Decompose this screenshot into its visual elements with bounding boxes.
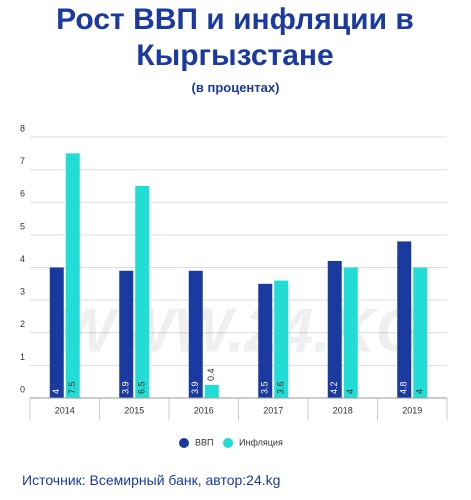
value-label: 3.5: [260, 381, 270, 394]
value-label: 6.5: [137, 381, 147, 394]
value-label: 3.9: [190, 381, 200, 394]
bar: [274, 280, 289, 398]
legend-label: ВВП: [195, 437, 213, 447]
y-tick-label: 1: [20, 352, 25, 362]
chart-subtitle: (в процентах): [191, 80, 280, 95]
y-tick-label: 7: [20, 156, 25, 166]
bar: [397, 241, 412, 398]
value-label: 4: [415, 389, 425, 394]
y-tick-label: 2: [20, 319, 25, 329]
bar: [258, 283, 273, 398]
bar: [327, 260, 342, 398]
value-label: 4: [345, 389, 355, 394]
value-label: 4.8: [399, 381, 409, 394]
source-note: Источник: Всемирный банк, автор:24.kg: [22, 472, 281, 488]
legend-label: Инфляция: [239, 437, 283, 447]
value-label: 0.4: [206, 368, 216, 381]
x-tick-label: 2014: [55, 405, 75, 415]
y-tick-label: 6: [20, 189, 25, 199]
x-tick-label: 2015: [124, 405, 144, 415]
bar: [49, 267, 64, 398]
y-tick-label: 3: [20, 287, 25, 297]
bar: [65, 153, 80, 398]
value-label: 7.5: [67, 381, 77, 394]
x-tick-label: 2019: [402, 405, 422, 415]
bar: [119, 270, 134, 398]
bar: [188, 270, 203, 398]
x-tick-label: 2018: [333, 405, 353, 415]
bar: [413, 267, 428, 398]
y-tick-label: 0: [20, 384, 25, 394]
value-label: 4: [51, 389, 61, 394]
y-tick-label: 4: [20, 254, 25, 264]
legend-marker: [179, 438, 189, 448]
legend-marker: [223, 438, 233, 448]
chart-title: Рост ВВП и инфляции в Кыргызстане: [56, 3, 414, 72]
x-tick-label: 2017: [263, 405, 283, 415]
x-tick-label: 2016: [194, 405, 214, 415]
bar: [204, 384, 219, 398]
value-label: 4.2: [329, 381, 339, 394]
value-label: 3.9: [121, 381, 131, 394]
y-tick-label: 5: [20, 221, 25, 231]
bar: [343, 267, 358, 398]
value-label: 3.6: [276, 381, 286, 394]
bar: [135, 185, 150, 398]
watermark: WWW.24.KG: [56, 296, 423, 365]
y-tick-label: 8: [20, 123, 25, 133]
